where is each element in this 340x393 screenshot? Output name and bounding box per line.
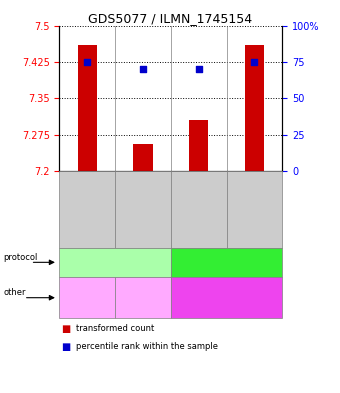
Text: GSM1071456: GSM1071456 (138, 184, 148, 235)
Point (85, 59, 90, 65)
Text: shRNA for
3'UTR of
TMEM88: shRNA for 3'UTR of TMEM88 (126, 288, 160, 308)
Text: GSM1071455: GSM1071455 (250, 184, 259, 235)
Bar (189, 120, 208, 171)
Text: ■: ■ (61, 342, 70, 352)
Text: shRNA for
first exon
of TMEM88: shRNA for first exon of TMEM88 (68, 288, 107, 308)
Text: control: control (213, 258, 240, 267)
Text: TMEM88 depletion: TMEM88 depletion (80, 258, 151, 267)
Bar (133, 144, 153, 171)
Point (252, 59, 257, 65)
Text: percentile rank within the sample: percentile rank within the sample (76, 342, 219, 351)
Point (196, 66, 201, 72)
Text: non-targetting
shRNA: non-targetting shRNA (201, 291, 252, 304)
Text: GDS5077 / ILMN_1745154: GDS5077 / ILMN_1745154 (88, 12, 252, 25)
Bar (244, 45, 264, 171)
Text: GSM1071457: GSM1071457 (83, 184, 92, 235)
Text: protocol: protocol (3, 253, 38, 262)
Text: GSM1071454: GSM1071454 (194, 184, 203, 235)
Bar (78, 45, 97, 171)
Point (140, 66, 146, 72)
Text: other: other (3, 288, 26, 298)
Text: transformed count: transformed count (76, 324, 155, 333)
Text: ■: ■ (61, 324, 70, 334)
